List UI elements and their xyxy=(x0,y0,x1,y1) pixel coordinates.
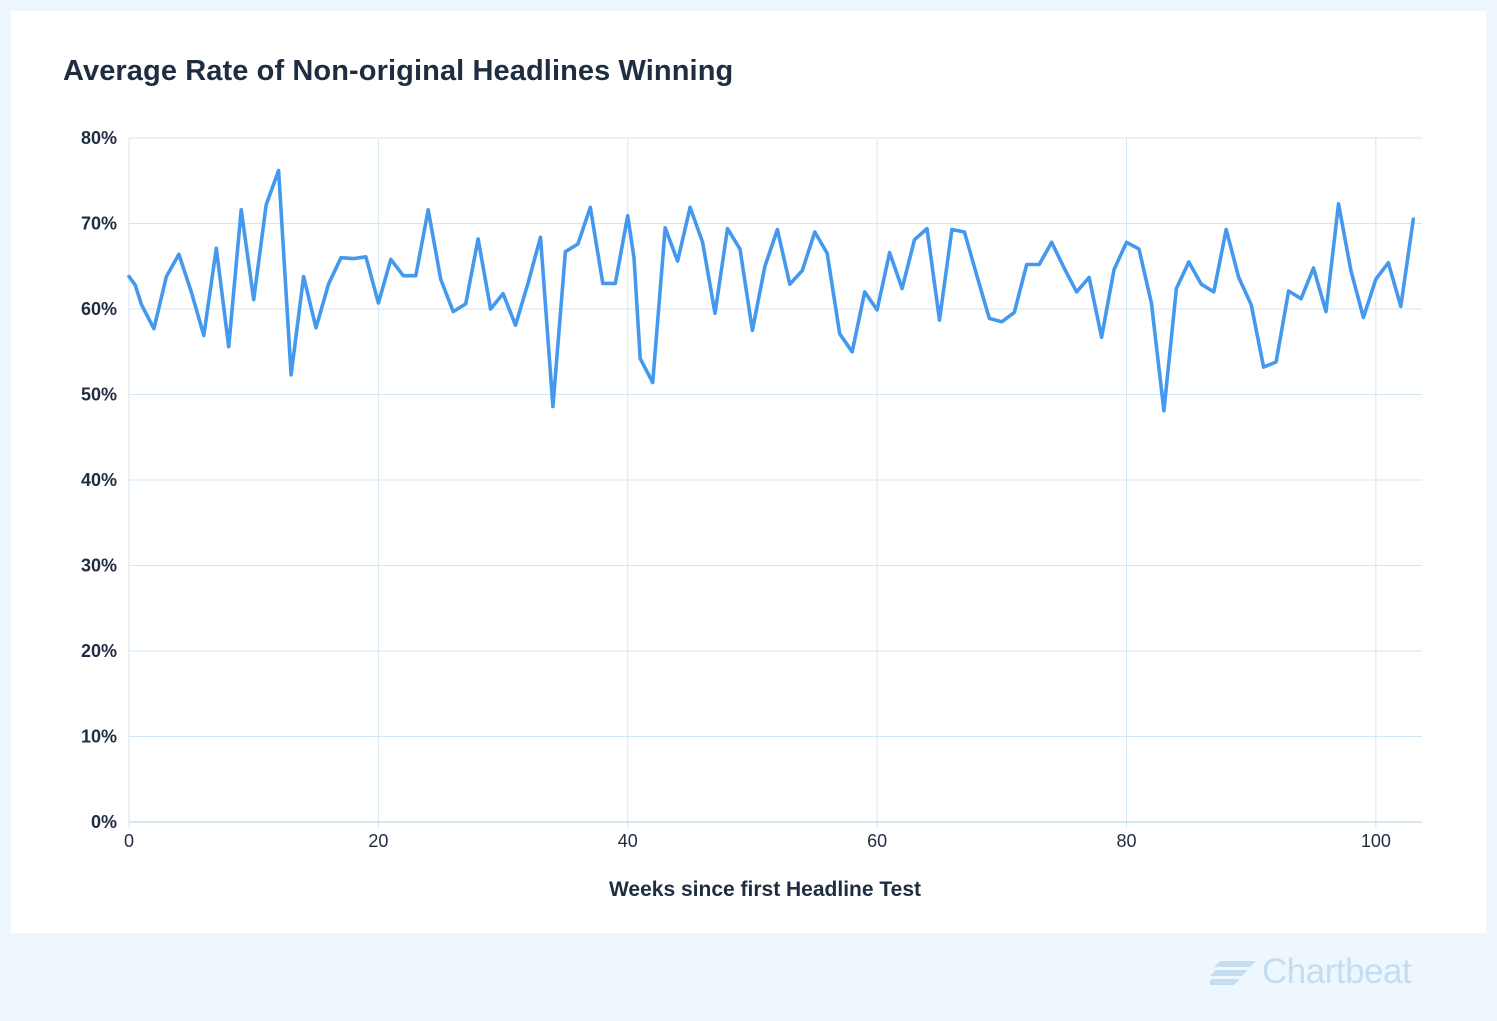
chartbeat-logo-icon xyxy=(1210,961,1256,985)
x-axis-label: Weeks since first Headline Test xyxy=(609,878,921,901)
y-tick-label: 0% xyxy=(91,812,117,832)
gridlines xyxy=(128,137,1422,828)
y-tick-label: 80% xyxy=(81,128,117,148)
y-tick-label: 30% xyxy=(81,556,117,576)
x-tick-label: 80 xyxy=(1116,831,1136,851)
y-tick-label: 20% xyxy=(81,641,117,661)
x-axis: 0 20 40 60 80 100 xyxy=(124,831,1391,851)
y-axis: 0% 10% 20% 30% 40% 50% 60% 70% 80% xyxy=(81,128,117,832)
chartbeat-logo-text: Chartbeat xyxy=(1262,952,1412,991)
series-line xyxy=(127,168,1416,413)
chart-card: Average Rate of Non-original Headlines W… xyxy=(11,11,1486,933)
x-tick-label: 60 xyxy=(867,831,887,851)
y-tick-label: 40% xyxy=(81,470,117,490)
x-tick-label: 40 xyxy=(618,831,638,851)
chartbeat-logo: Chartbeat xyxy=(1210,952,1412,992)
y-tick-label: 70% xyxy=(81,214,117,234)
x-tick-label: 100 xyxy=(1361,831,1391,851)
y-tick-label: 60% xyxy=(81,299,117,319)
x-tick-label: 20 xyxy=(368,831,388,851)
y-tick-label: 10% xyxy=(81,727,117,747)
chart-title: Average Rate of Non-original Headlines W… xyxy=(63,55,734,87)
series-group xyxy=(127,168,1416,413)
x-tick-label: 0 xyxy=(124,831,134,851)
y-tick-label: 50% xyxy=(81,385,117,405)
